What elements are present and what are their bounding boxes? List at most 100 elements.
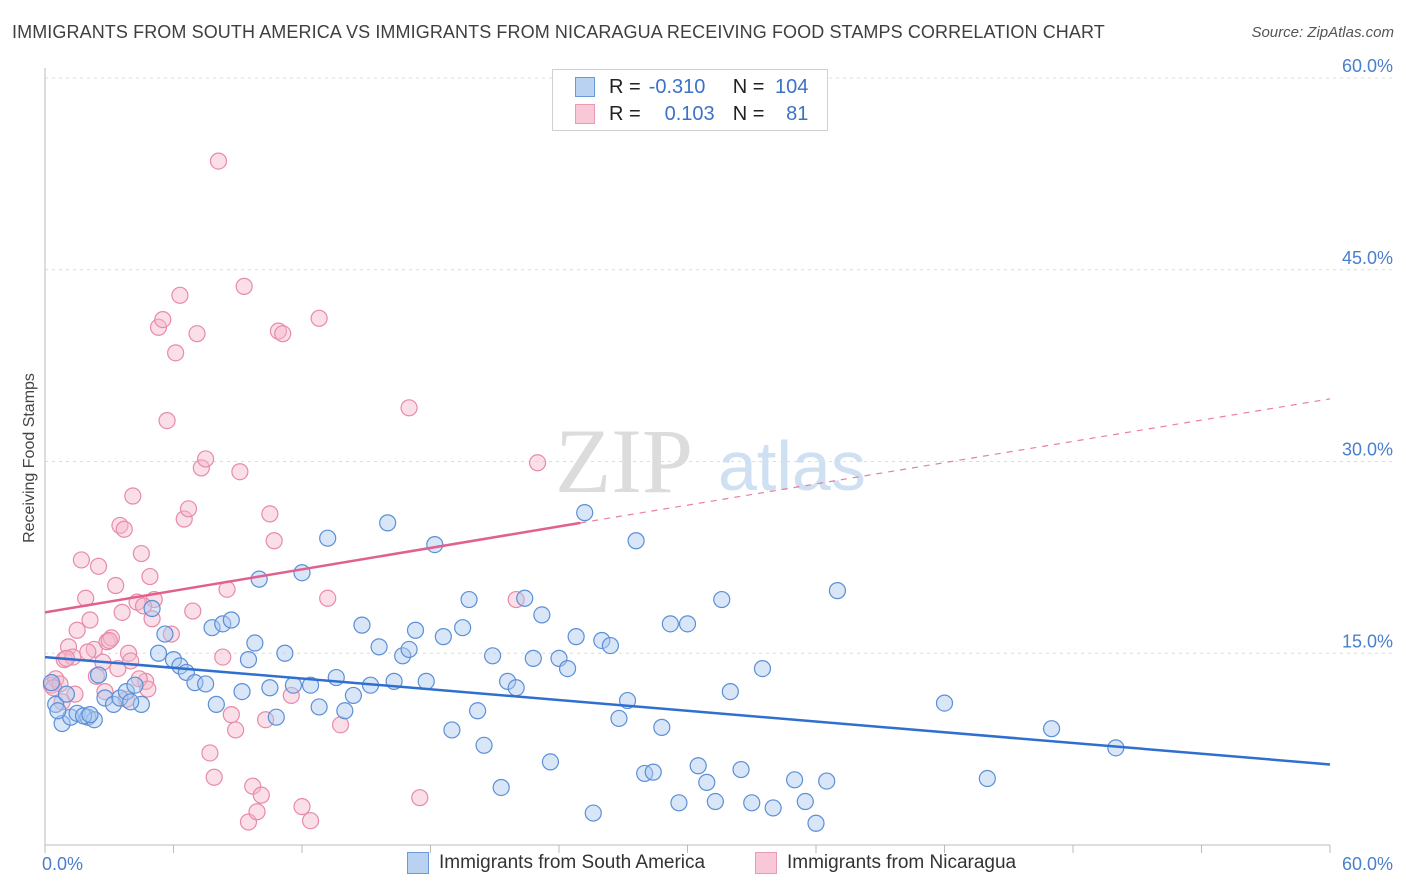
y-tick-label: 45.0% [1342, 248, 1393, 268]
south-america-point [353, 616, 371, 634]
legend-swatch-south-america [407, 852, 429, 874]
legend-r-label: R = [609, 102, 641, 125]
legend-label-nicaragua: Immigrants from Nicaragua [787, 852, 1017, 873]
south-america-point [516, 589, 534, 607]
south-america-point [47, 695, 65, 713]
y-tick-labels: 15.0% 30.0% 45.0% 60.0% [1342, 56, 1393, 651]
south-america-point [284, 676, 303, 694]
nicaragua-point [141, 567, 159, 586]
south-america-point [698, 773, 716, 791]
south-america-point [276, 644, 294, 662]
south-america-point [753, 659, 772, 678]
nicaragua-point [139, 680, 157, 698]
south-america-point [678, 615, 697, 633]
south-america-point [122, 693, 140, 711]
nicaragua-point [158, 411, 176, 430]
south-america-point [233, 682, 251, 701]
south-america-point [484, 647, 502, 665]
legend-label-south-america: Immigrants from South America [439, 852, 706, 873]
south-america-point [661, 615, 679, 633]
south-america-point [42, 674, 61, 692]
nicaragua-point [261, 505, 279, 523]
nicaragua-point [167, 344, 185, 362]
nicaragua-point [400, 399, 418, 417]
nicaragua-point [319, 589, 337, 607]
legend-r-value: -0.310 [648, 75, 706, 98]
south-america-point [558, 659, 577, 678]
x-tick-label: 60.0% [1342, 854, 1393, 874]
trend-line-nicaragua [44, 521, 581, 614]
south-america-point [524, 649, 542, 667]
nicaragua-point [197, 450, 215, 468]
nicaragua-point [265, 532, 283, 550]
nicaragua-point [115, 520, 133, 538]
nicaragua-point [528, 454, 547, 472]
south-america-point [49, 702, 67, 720]
legend-item-nicaragua: Immigrants from Nicaragua [755, 852, 1016, 874]
x-tick-label: 0.0% [42, 854, 83, 874]
south-america-point [499, 672, 517, 690]
south-america-point [764, 799, 782, 817]
nicaragua-point [244, 777, 262, 795]
legend-swatch-pink [575, 104, 595, 124]
south-america-point [507, 679, 525, 697]
nicaragua-point [79, 643, 97, 661]
south-america-point [713, 590, 731, 609]
nicaragua-point [107, 576, 125, 595]
nicaragua-point [96, 682, 114, 701]
south-america-point [207, 695, 225, 713]
nicaragua-point [68, 621, 86, 639]
nicaragua-point [274, 325, 292, 343]
nicaragua-point [293, 798, 311, 816]
south-america-point [492, 778, 510, 797]
watermark-atlas: atlas [718, 427, 866, 505]
south-america-point [576, 504, 594, 522]
south-america-point [785, 771, 804, 789]
nicaragua-point [171, 286, 189, 304]
nicaragua-point [72, 551, 91, 569]
south-america-point [214, 615, 232, 633]
nicaragua-point [282, 686, 300, 705]
nicaragua-point [301, 812, 320, 830]
south-america-point [469, 702, 487, 720]
source-label: Source: ZipAtlas.com [1251, 24, 1394, 41]
south-america-point [743, 794, 761, 812]
nicaragua-point [192, 459, 210, 477]
chart-title: IMMIGRANTS FROM SOUTH AMERICA VS IMMIGRA… [12, 22, 1105, 42]
legend-swatch-nicaragua [755, 852, 777, 874]
nicaragua-point [214, 648, 232, 666]
south-america-point [636, 764, 654, 783]
south-america-point [89, 666, 108, 684]
legend-r-value: 0.103 [664, 102, 715, 125]
south-america-point [81, 706, 99, 724]
south-america-point [443, 721, 461, 739]
south-america-point [261, 679, 279, 697]
south-america-point [706, 792, 724, 811]
south-america-point [454, 619, 472, 637]
south-america-point [475, 736, 493, 754]
south-america-point [406, 621, 425, 639]
south-america-point [310, 698, 328, 716]
nicaragua-point [310, 309, 328, 327]
nicaragua-point [154, 311, 172, 329]
nicaragua-point [231, 463, 249, 481]
south-america-point [222, 611, 240, 629]
y-tick-label: 30.0% [1342, 440, 1393, 460]
legend-row-blue: R = -0.310 N = 104 [575, 74, 808, 100]
south-america-point [426, 535, 444, 554]
legend-item-south-america: Immigrants from South America [407, 852, 705, 874]
x-tick-labels: 0.0% 60.0% [42, 854, 1393, 874]
south-america-point [379, 514, 397, 532]
south-america-point [197, 675, 215, 693]
nicaragua-point [222, 706, 240, 724]
south-america-point [796, 792, 814, 811]
nicaragua-point [64, 648, 82, 666]
legend-row-pink: R = 0.103 N = 81 [575, 101, 808, 127]
nicaragua-point [89, 557, 108, 575]
south-america-point [417, 672, 435, 690]
south-america-point [126, 676, 144, 694]
south-america-point [336, 702, 354, 720]
south-america-point [394, 647, 412, 665]
south-america-point [74, 707, 93, 725]
